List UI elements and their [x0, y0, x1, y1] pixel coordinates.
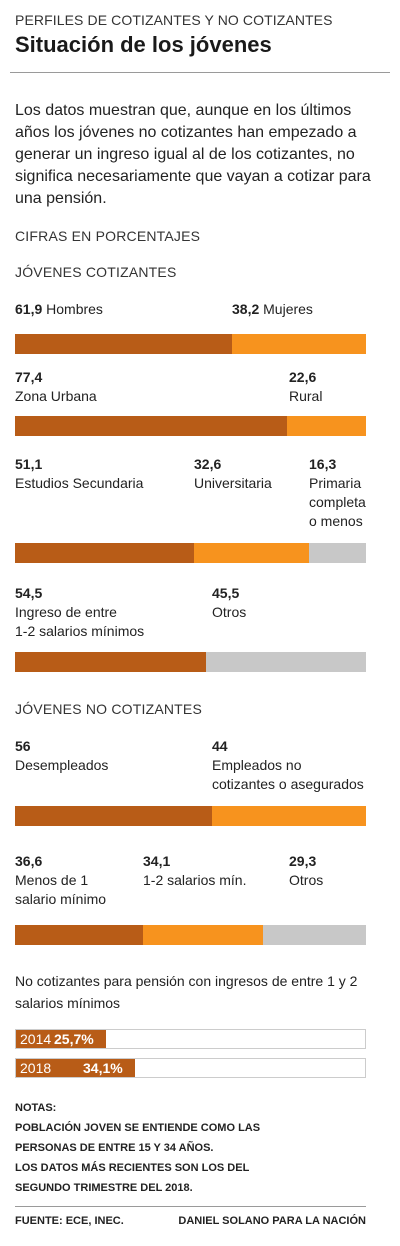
units-note: CIFRAS EN PORCENTAJES: [15, 228, 201, 244]
timeline-row-2014: 2014 25,7%: [15, 1029, 366, 1049]
value-secundaria: 51,1: [15, 456, 43, 472]
bar-segment-otros: [263, 925, 366, 945]
text-hombres: Hombres: [46, 301, 103, 317]
bar-segment-mujeres: [232, 334, 366, 354]
bar-segment-universitaria: [194, 543, 309, 563]
notes-heading: NOTAS:: [15, 1102, 57, 1114]
text-urbana: Zona Urbana: [15, 388, 97, 404]
timeline-year-2018: 2018: [20, 1060, 52, 1076]
footer-divider: [15, 1206, 366, 1207]
bar-zona: [15, 416, 366, 436]
bar-segment-rural: [286, 416, 366, 436]
text-universitaria: Universitaria: [194, 475, 272, 491]
notes-line-1: POBLACIÓN JOVEN SE ENTIENDE COMO LAS: [15, 1122, 261, 1134]
bar-segment-empleados-no-cotizantes-o-asegurados: [211, 806, 366, 826]
bar-segment-ingreso-de-entre-1-2-salarios-mínimos: [15, 652, 207, 672]
value-primaria: 16,3: [309, 456, 337, 472]
value-otros-cot: 45,5: [212, 585, 240, 601]
label-otros-nocot: 29,3 Otros: [289, 852, 323, 890]
bar-ingreso: [15, 652, 366, 672]
timeline-fill-2014: [16, 1030, 106, 1048]
timeline-year-2014: 2014: [20, 1031, 52, 1047]
bar-salario: [15, 925, 366, 945]
text-primaria-2: completa: [309, 494, 366, 510]
value-hombres: 61,9: [15, 301, 43, 317]
section-heading-no-cotizantes: JÓVENES NO COTIZANTES: [15, 701, 202, 717]
value-urbana: 77,4: [15, 369, 43, 385]
value-ingreso: 54,5: [15, 585, 43, 601]
text-ingreso-2: 1-2 salarios mínimos: [15, 623, 145, 639]
label-rural: 22,6 Rural: [289, 368, 322, 406]
text-otros-nocot: Otros: [289, 872, 324, 888]
value-rural: 22,6: [289, 369, 317, 385]
label-otros-cot: 45,5 Otros: [212, 584, 246, 622]
value-empleados: 44: [212, 738, 228, 754]
label-secundaria: 51,1 Estudios Secundaria: [15, 455, 143, 493]
value-otros-nocot: 29,3: [289, 853, 317, 869]
label-universitaria: 32,6 Universitaria: [194, 455, 272, 493]
label-1-2: 34,1 1-2 salarios mín.: [143, 852, 246, 890]
value-desempleados: 56: [15, 738, 31, 754]
timeline-title-1: No cotizantes para pensión con ingresos …: [15, 973, 358, 989]
label-urbana: 77,4 Zona Urbana: [15, 368, 97, 406]
timeline-pct-2018: 34,1%: [83, 1060, 123, 1076]
text-menos-1-b: salario mínimo: [15, 891, 107, 907]
bar-segment-zona-urbana: [15, 416, 287, 436]
timeline-fill-2018: [16, 1059, 135, 1077]
bar-segment-1-2-salarios-mín-: [143, 925, 264, 945]
text-secundaria: Estudios Secundaria: [15, 475, 144, 491]
intro-paragraph: Los datos muestran que, aunque en los úl…: [15, 102, 371, 207]
text-mujeres: Mujeres: [263, 301, 313, 317]
bar-estudios: [15, 543, 366, 563]
text-primaria-1: Primaria: [309, 475, 362, 491]
text-empleados-1: Empleados no: [212, 757, 302, 773]
timeline-title: No cotizantes para pensión con ingresos …: [15, 970, 375, 1014]
author-credit: DANIEL SOLANO PARA LA NACIÓN: [178, 1215, 366, 1227]
bar-segment-menos-de-1-salario-mínimo: [15, 925, 144, 945]
bar-segment-primaria-completa-o-menos: [308, 543, 366, 563]
text-desempleados: Desempleados: [15, 757, 109, 773]
label-mujeres: 38,2 Mujeres: [232, 300, 313, 319]
header-divider: [10, 72, 390, 73]
text-1-2: 1-2 salarios mín.: [143, 872, 247, 888]
value-1-2: 34,1: [143, 853, 171, 869]
bar-segment-hombres: [15, 334, 233, 354]
text-menos-1-a: Menos de 1: [15, 872, 89, 888]
value-menos-1: 36,6: [15, 853, 43, 869]
label-ingreso: 54,5 Ingreso de entre 1-2 salarios mínimos: [15, 584, 144, 641]
timeline-pct-2014: 25,7%: [54, 1031, 94, 1047]
label-empleados: 44 Empleados no cotizantes o asegurados: [212, 737, 364, 794]
notes-line-3: LOS DATOS MÁS RECIENTES SON LOS DEL: [15, 1162, 250, 1174]
text-empleados-2: cotizantes o asegurados: [212, 776, 364, 792]
label-menos-1: 36,6 Menos de 1 salario mínimo: [15, 852, 106, 909]
timeline-title-2: salarios mínimos: [15, 995, 121, 1011]
text-primaria-3: o menos: [309, 513, 363, 529]
bar-segment-otros: [206, 652, 366, 672]
notes-line-2: PERSONAS DE ENTRE 15 Y 34 AÑOS.: [15, 1142, 214, 1154]
text-ingreso-1: Ingreso de entre: [15, 604, 117, 620]
bar-segment-desempleados: [15, 806, 212, 826]
notes: NOTAS: POBLACIÓN JOVEN SE ENTIENDE COMO …: [15, 1098, 260, 1198]
notes-line-4: SEGUNDO TRIMESTRE DEL 2018.: [15, 1182, 193, 1194]
value-mujeres: 38,2: [232, 301, 260, 317]
label-hombres: 61,9 Hombres: [15, 300, 103, 319]
value-universitaria: 32,6: [194, 456, 222, 472]
bar-empleo: [15, 806, 366, 826]
bar-sexo: [15, 334, 366, 354]
text-otros-cot: Otros: [212, 604, 247, 620]
timeline-row-2018: 2018 34,1%: [15, 1058, 366, 1078]
label-primaria: 16,3 Primaria completa o menos: [309, 455, 366, 531]
bar-segment-estudios-secundaria: [15, 543, 195, 563]
label-desempleados: 56 Desempleados: [15, 737, 108, 775]
kicker: PERFILES DE COTIZANTES Y NO COTIZANTES: [15, 12, 333, 28]
section-heading-cotizantes: JÓVENES COTIZANTES: [15, 264, 177, 280]
text-rural: Rural: [289, 388, 323, 404]
source-credit: FUENTE: ECE, INEC.: [15, 1215, 124, 1227]
page-title: Situación de los jóvenes: [15, 32, 272, 57]
